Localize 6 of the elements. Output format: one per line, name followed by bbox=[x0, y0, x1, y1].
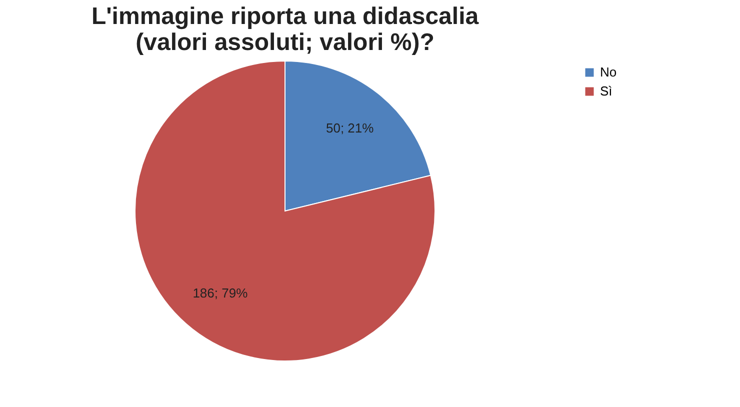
legend-label: No bbox=[600, 64, 617, 80]
chart-title: L'immagine riporta una didascalia (valori assoluti; valori %)? bbox=[91, 3, 480, 56]
pie-slice bbox=[134, 60, 436, 362]
legend-label: Sì bbox=[600, 84, 612, 98]
data-label: 50; 21% bbox=[326, 120, 374, 136]
data-label: 186; 79% bbox=[192, 286, 248, 301]
